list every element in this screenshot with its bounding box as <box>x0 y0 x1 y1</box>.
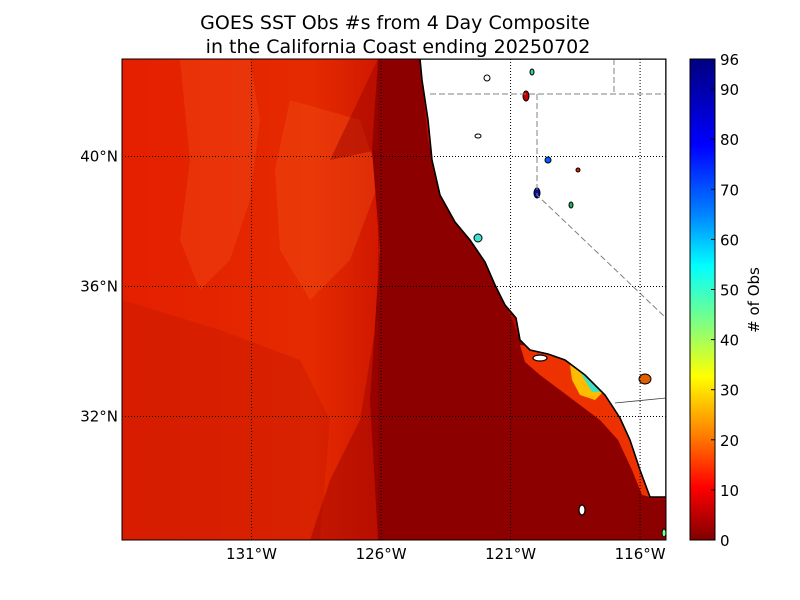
country-border <box>614 397 666 404</box>
bight-high-count <box>520 345 650 497</box>
lake <box>661 528 666 538</box>
colorbar-tick-label: 10 <box>720 482 739 500</box>
colorbar-tick-label: 96 <box>720 51 739 69</box>
ocean-nearshore-dark <box>370 59 666 540</box>
x-axis-ticks: 131°W 126°W 121°W 116°W <box>226 545 666 563</box>
lake <box>483 74 491 82</box>
chart-title-line-1: GOES SST Obs #s from 4 Day Composite <box>200 12 590 34</box>
colorbar-tick-label: 40 <box>720 332 739 350</box>
gridlines <box>122 59 666 540</box>
ocean-nearshore-dark <box>310 59 380 540</box>
lake <box>544 156 552 164</box>
chart-title-line-2: in the California Coast ending 20250702 <box>200 36 591 58</box>
colorbar-ticks: 0 10 20 30 40 50 60 70 80 90 96 <box>711 51 739 550</box>
island <box>638 373 652 385</box>
colorbar-tick-label: 90 <box>720 81 739 99</box>
x-tick-label: 116°W <box>615 545 666 563</box>
colorbar-tick-label: 50 <box>720 281 739 299</box>
lake <box>575 167 581 173</box>
y-tick-label: 32°N <box>80 408 118 426</box>
x-tick-label: 126°W <box>356 545 407 563</box>
island <box>578 504 586 516</box>
sst-heatmap <box>122 59 666 540</box>
state-border <box>536 94 666 319</box>
island <box>532 354 548 362</box>
lake <box>473 233 483 243</box>
lake <box>529 68 535 76</box>
colorbar-tick-label: 80 <box>720 131 739 149</box>
y-tick-label: 40°N <box>80 148 118 166</box>
lake <box>474 133 482 139</box>
ocean-dark-band <box>122 300 330 540</box>
colorbar-label: # of Obs <box>745 267 763 333</box>
y-tick-label: 36°N <box>80 278 118 296</box>
y-axis-ticks: 40°N 36°N 32°N <box>80 148 118 426</box>
colorbar-tick-label: 0 <box>720 532 730 550</box>
colorbar-tick-label: 60 <box>720 231 739 249</box>
lake <box>568 201 574 209</box>
colorbar-tick-label: 20 <box>720 432 739 450</box>
x-tick-label: 121°W <box>485 545 536 563</box>
colorbar-tick-label: 30 <box>720 382 739 400</box>
ocean-bright-streak <box>180 60 260 290</box>
plot-frame <box>121 58 667 541</box>
lake <box>522 90 530 102</box>
colorbar <box>689 58 716 541</box>
land <box>419 59 666 498</box>
x-tick-label: 131°W <box>226 545 277 563</box>
colorbar-tick-label: 70 <box>720 181 739 199</box>
